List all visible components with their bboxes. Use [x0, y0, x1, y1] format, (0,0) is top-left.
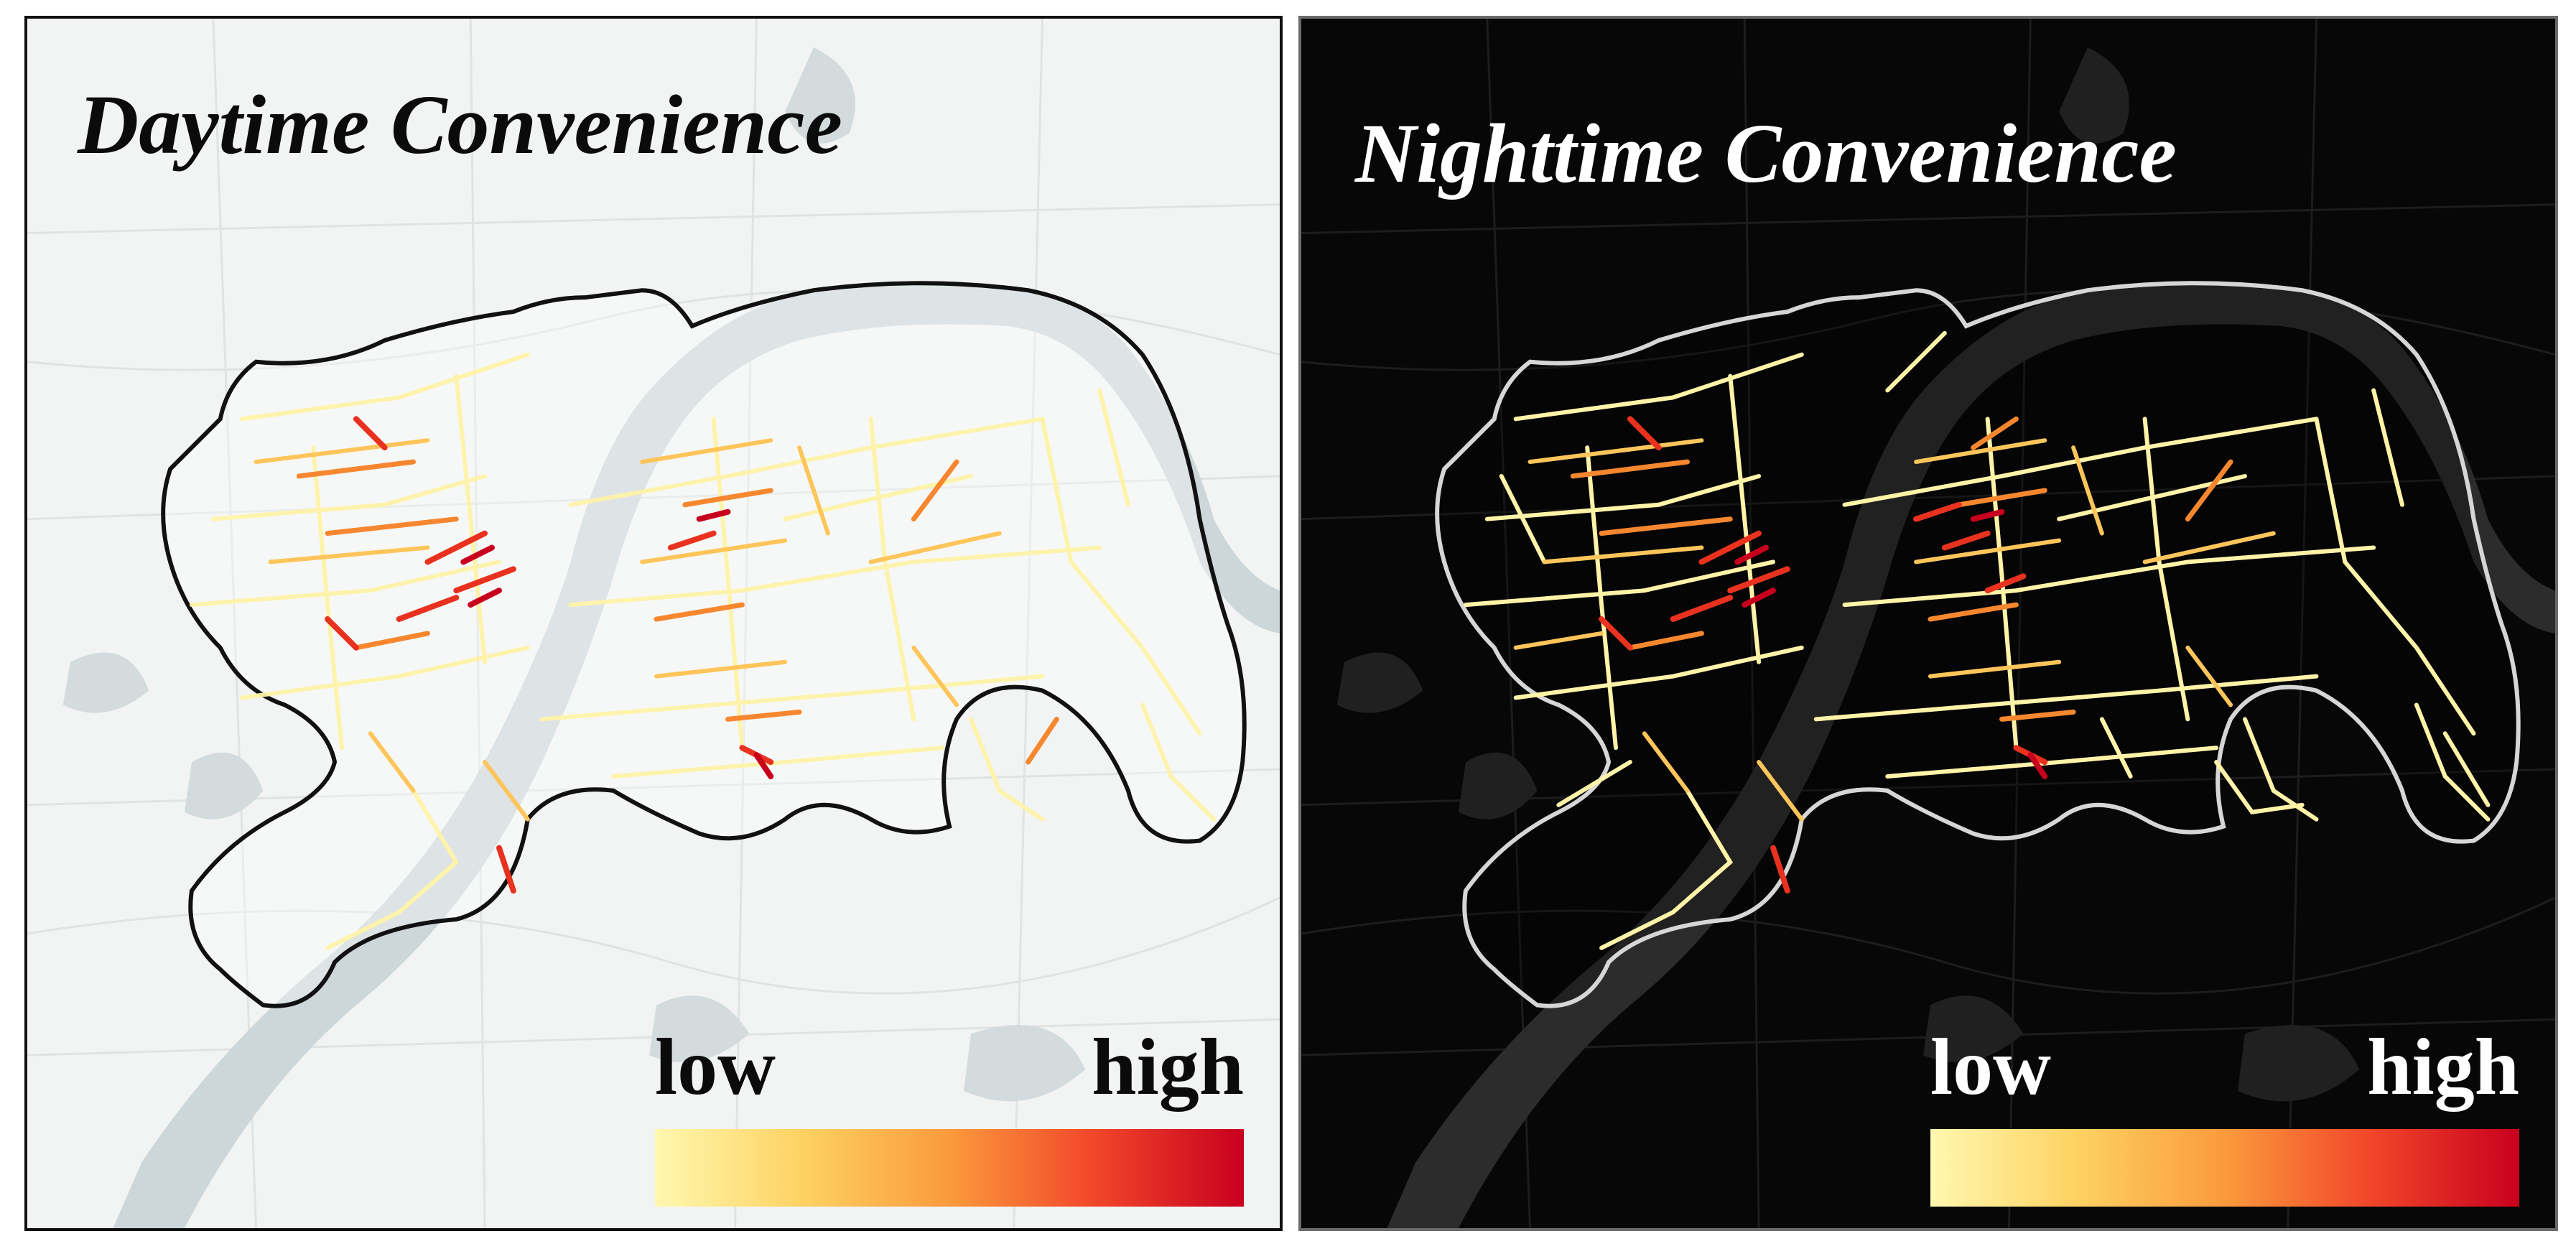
nighttime-basemap	[1301, 19, 2555, 1228]
yangtze-river	[1387, 284, 2555, 1228]
legend-color-ramp	[655, 1129, 1244, 1207]
study-area-boundary	[1435, 281, 2521, 1008]
legend-low-label: low	[1930, 1023, 2051, 1112]
nighttime-convenience-network	[1463, 330, 2491, 950]
legend-high-label: high	[1092, 1023, 1244, 1112]
daytime-color-legend: low high	[655, 1027, 1244, 1207]
nighttime-color-legend: low high	[1930, 1027, 2519, 1207]
nighttime-map-panel: Nighttime Convenience low high	[1298, 16, 2558, 1231]
legend-high-label: high	[2367, 1023, 2519, 1112]
daytime-convenience-network	[189, 352, 1217, 950]
basemap-water-patches	[1336, 47, 2360, 1102]
daytime-basemap	[27, 19, 1280, 1228]
study-area-boundary	[161, 281, 1247, 1008]
nighttime-panel-title: Nighttime Convenience	[1355, 106, 2177, 200]
legend-color-ramp	[1930, 1129, 2519, 1207]
yangtze-river	[113, 284, 1280, 1228]
daytime-panel-title: Daytime Convenience	[78, 78, 843, 172]
basemap-water-patches	[62, 47, 1086, 1102]
legend-low-label: low	[655, 1023, 776, 1112]
daytime-map-panel: Daytime Convenience low high	[24, 16, 1283, 1231]
